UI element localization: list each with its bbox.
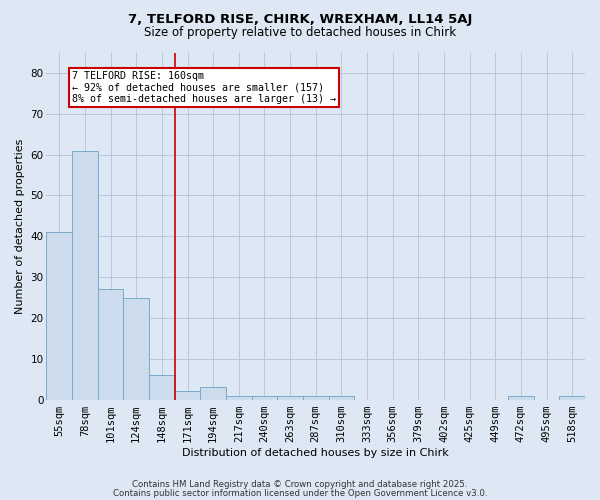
Bar (277, 396, 303, 400)
Bar (329, 396, 354, 400)
Text: 7 TELFORD RISE: 160sqm
← 92% of detached houses are smaller (157)
8% of semi-det: 7 TELFORD RISE: 160sqm ← 92% of detached… (72, 71, 336, 104)
Bar (98, 290, 124, 400)
Bar (149, 375, 175, 400)
Bar (226, 396, 251, 400)
Text: Contains public sector information licensed under the Open Government Licence v3: Contains public sector information licen… (113, 488, 487, 498)
Bar (175, 392, 200, 400)
Bar (72, 150, 98, 400)
Text: 7, TELFORD RISE, CHIRK, WREXHAM, LL14 5AJ: 7, TELFORD RISE, CHIRK, WREXHAM, LL14 5A… (128, 12, 472, 26)
Bar (200, 388, 226, 400)
Text: Size of property relative to detached houses in Chirk: Size of property relative to detached ho… (144, 26, 456, 39)
Bar (508, 396, 534, 400)
Y-axis label: Number of detached properties: Number of detached properties (15, 138, 25, 314)
Bar (303, 396, 329, 400)
Bar (251, 396, 277, 400)
X-axis label: Distribution of detached houses by size in Chirk: Distribution of detached houses by size … (182, 448, 449, 458)
Bar (46, 232, 72, 400)
Bar (124, 298, 149, 400)
Bar (559, 396, 585, 400)
Text: Contains HM Land Registry data © Crown copyright and database right 2025.: Contains HM Land Registry data © Crown c… (132, 480, 468, 489)
